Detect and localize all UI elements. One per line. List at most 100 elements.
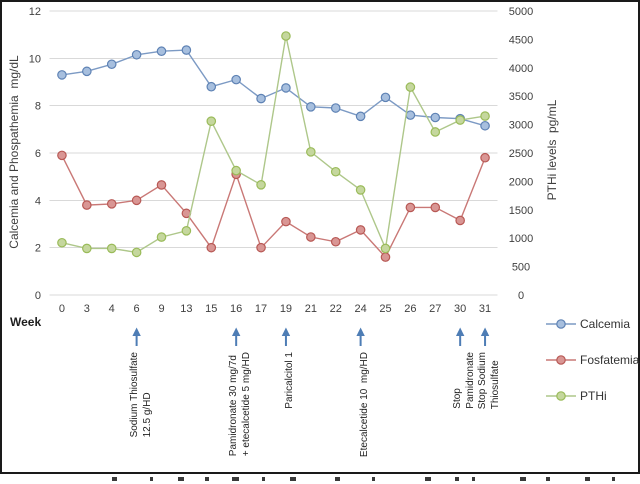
legend: Calcemia Fosfatemia PTHi: [546, 317, 639, 425]
series-marker-calcemia: [131, 49, 142, 60]
right-axis-tick-label: 4000: [509, 63, 533, 75]
series-marker-fosfatemia: [57, 150, 67, 161]
x-axis-tick-label: 31: [479, 303, 491, 315]
legend-marker-icon: [546, 391, 576, 401]
x-axis-tick-label: 26: [404, 303, 416, 315]
legend-marker-icon: [546, 355, 576, 365]
series-marker-fosfatemia: [480, 152, 490, 163]
annotation-arrow-icon: [231, 327, 241, 346]
left-axis-tick-label: 8: [35, 101, 41, 113]
series-marker-fosfatemia: [455, 215, 465, 226]
x-axis-tick-label: 21: [305, 303, 317, 315]
series-marker-pthi: [231, 165, 241, 176]
series-marker-fosfatemia: [131, 195, 142, 206]
legend-label: Fosfatemia: [580, 353, 640, 367]
series-marker-pthi: [156, 232, 167, 242]
series-marker-pthi: [57, 237, 67, 248]
annotation-text: Stop Sodium Thiosulfate: [477, 352, 502, 410]
series-marker-pthi: [405, 82, 416, 92]
series-marker-calcemia: [181, 45, 192, 55]
series-marker-fosfatemia: [256, 242, 266, 253]
series-marker-calcemia: [57, 70, 67, 80]
annotation-text: Sodium Thiosulfate 12.5 g/HD: [128, 352, 153, 438]
series-marker-pthi: [355, 185, 366, 195]
legend-item-calcemia: Calcemia: [546, 317, 639, 331]
right-axis-tick-label: 3500: [509, 91, 533, 103]
annotation-text: Stop Pamidronate: [452, 352, 477, 409]
series-marker-pthi: [281, 31, 291, 41]
series-marker-pthi: [256, 180, 266, 190]
legend-item-fosfatemia: Fosfatemia: [546, 353, 639, 367]
x-axis-tick-label: 30: [454, 303, 466, 315]
annotation-arrow-icon: [356, 327, 365, 346]
series-marker-fosfatemia: [106, 199, 117, 209]
left-axis-tick-label: 10: [29, 53, 41, 65]
series-marker-calcemia: [306, 102, 316, 112]
series-marker-pthi: [131, 247, 142, 258]
series-marker-calcemia: [82, 66, 92, 77]
series-marker-fosfatemia: [380, 252, 391, 262]
series-marker-calcemia: [355, 111, 366, 122]
legend-item-pthi: PTHi: [546, 389, 639, 403]
left-axis-tick-label: 0: [35, 290, 41, 302]
right-axis-tick-label: 2000: [509, 176, 533, 188]
x-axis-tick-label: 4: [109, 303, 115, 315]
series-marker-fosfatemia: [330, 236, 341, 247]
annotation-arrow-icon: [281, 327, 291, 346]
left-axis-tick-label: 6: [35, 148, 41, 160]
series-marker-fosfatemia: [405, 202, 416, 213]
gridlines: [49, 10, 498, 296]
series-marker-calcemia: [330, 103, 341, 113]
x-axis-tick-label: 13: [180, 303, 192, 315]
series-marker-calcemia: [380, 92, 391, 103]
series-marker-calcemia: [281, 83, 291, 93]
series-marker-calcemia: [106, 59, 117, 70]
series-marker-calcemia: [480, 120, 490, 131]
series-marker-fosfatemia: [156, 180, 167, 190]
left-axis-tick-label: 4: [35, 195, 41, 207]
x-axis-tick-label: 22: [330, 303, 342, 315]
series-marker-pthi: [330, 166, 341, 177]
annotation-arrow-icon: [455, 327, 465, 346]
series-marker-calcemia: [206, 81, 217, 92]
figure-frame: [0, 0, 640, 474]
series-marker-calcemia: [156, 46, 167, 57]
series-marker-calcemia: [430, 112, 441, 123]
series-marker-pthi: [430, 127, 441, 137]
series-marker-pthi: [306, 147, 316, 157]
series-marker-fosfatemia: [82, 200, 92, 210]
legend-label: PTHi: [580, 389, 607, 403]
x-axis-tick-label: 17: [255, 303, 267, 315]
right-axis-tick-label: 2500: [509, 148, 533, 160]
annotation-arrow-icon: [480, 327, 490, 346]
annotation-text: Etecalcetide 10 mg/HD: [359, 352, 371, 458]
series-marker-calcemia: [405, 110, 416, 120]
series-marker-fosfatemia: [281, 216, 291, 227]
series-marker-pthi: [206, 116, 217, 126]
left-axis-tick-label: 2: [35, 243, 41, 255]
series-line-fosfatemia: [61, 155, 486, 259]
series-marker-pthi: [480, 111, 490, 121]
right-axis-tick-label: 5000: [509, 6, 533, 18]
left-axis-title: Calcemia and Phospathemia mg/dL: [7, 55, 21, 249]
series-marker-fosfatemia: [355, 225, 366, 235]
series-marker-pthi: [380, 243, 391, 254]
x-axis-title: Week: [10, 315, 42, 329]
right-axis-tick-label: 500: [512, 262, 530, 274]
series-marker-pthi: [82, 243, 92, 254]
right-axis-tick-label: 1000: [509, 233, 533, 245]
series-marker-pthi: [455, 115, 465, 125]
left-axis-tick-label: 12: [29, 6, 41, 18]
legend-label: Calcemia: [580, 317, 631, 331]
series-marker-calcemia: [256, 93, 266, 104]
x-axis-tick-label: 24: [354, 303, 366, 315]
x-axis-tick-label: 16: [230, 303, 242, 315]
legend-marker-icon: [546, 319, 576, 329]
right-axis-title: PTHi levels pg/mL: [545, 99, 559, 201]
annotation-text: Paricalcitol 1: [284, 352, 296, 409]
x-axis-tick-label: 27: [429, 303, 441, 315]
right-axis-tick-label: 0: [518, 290, 524, 302]
x-axis-tick-label: 3: [84, 303, 90, 315]
